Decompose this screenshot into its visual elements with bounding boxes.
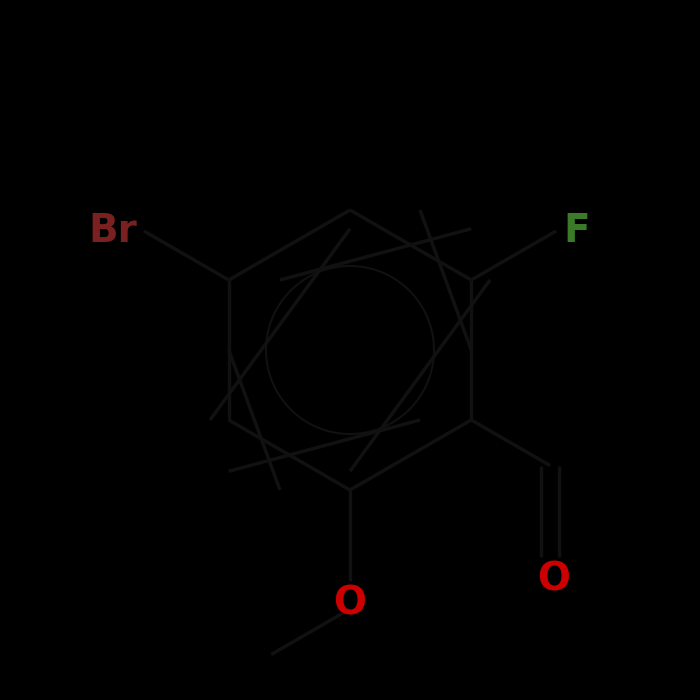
Text: O: O bbox=[537, 560, 570, 598]
Text: Br: Br bbox=[88, 212, 137, 250]
Text: F: F bbox=[563, 212, 589, 250]
Text: O: O bbox=[333, 584, 367, 622]
